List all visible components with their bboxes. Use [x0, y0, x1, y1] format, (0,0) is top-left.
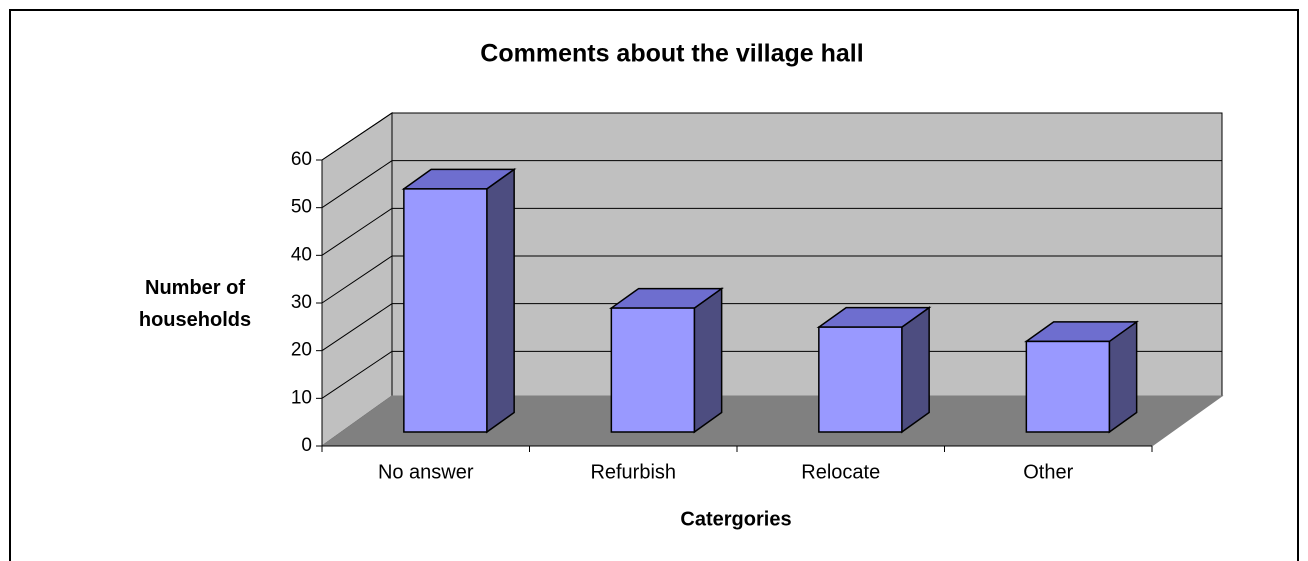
grid-line — [321, 255, 1222, 304]
bar-front — [818, 326, 903, 433]
chart-title: Comments about the village hall — [480, 40, 863, 68]
y-tick-label: 50 — [291, 197, 312, 218]
y-tick-label: 10 — [291, 387, 312, 408]
x-category-ticks — [529, 446, 1153, 452]
grid-line — [321, 303, 1222, 352]
bar-front — [610, 307, 696, 433]
x-tick-label: Other — [1023, 461, 1073, 483]
bar-side — [901, 306, 930, 434]
y-tick-label: 20 — [291, 340, 312, 361]
y-tick-label: 0 — [301, 435, 312, 456]
x-tick-label: Relocate — [801, 461, 880, 483]
y-tick-label: 30 — [291, 292, 312, 313]
bar — [609, 287, 724, 434]
chart-border — [9, 9, 1299, 561]
bar-front — [1025, 340, 1111, 433]
y-axis-label: Number of households — [138, 277, 252, 331]
bar — [816, 306, 932, 434]
grid-line — [321, 207, 1222, 256]
y-tick-label: 60 — [291, 149, 312, 170]
x-tick-label: No answer — [378, 461, 474, 483]
bar — [1024, 320, 1139, 434]
grid-line — [321, 112, 1222, 161]
bar-side — [693, 287, 723, 434]
grid-line — [321, 350, 1222, 399]
y-tick-label: 40 — [291, 244, 312, 265]
bar-side — [486, 167, 515, 434]
x-tick-label: Refurbish — [590, 461, 676, 483]
bar — [401, 167, 517, 434]
grid-line — [321, 160, 1222, 209]
bar-front — [403, 188, 488, 433]
x-axis-label: Catergories — [680, 508, 791, 530]
